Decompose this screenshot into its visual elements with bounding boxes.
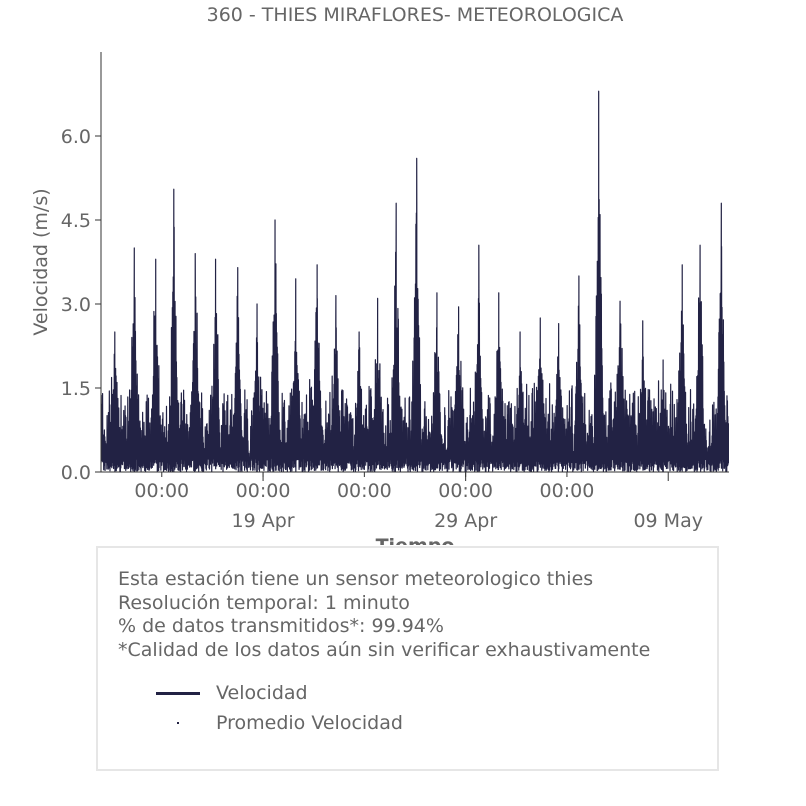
series-line-velocidad xyxy=(101,90,729,472)
x-minor-tick-label: 00:00 xyxy=(134,480,189,502)
legend-item-velocidad: Velocidad xyxy=(156,681,308,705)
info-line: Esta estación tiene un sensor meteorolog… xyxy=(118,568,594,590)
info-box: Esta estación tiene un sensor meteorolog… xyxy=(96,546,719,771)
y-tick-label: 3.0 xyxy=(61,294,91,316)
info-line: Resolución temporal: 1 minuto xyxy=(118,591,410,614)
info-line: *Calidad de los datos aún sin verificar … xyxy=(118,638,651,661)
x-minor-tick-label: 00:00 xyxy=(236,480,291,502)
x-minor-tick-label: 00:00 xyxy=(337,480,392,502)
x-major-tick-label: 29 Apr xyxy=(434,510,497,532)
x-major-tick-label: 19 Apr xyxy=(232,510,295,532)
legend-label: Velocidad xyxy=(216,682,308,704)
wind-speed-chart: 360 - THIES MIRAFLORES- METEOROLOGICA 0.… xyxy=(30,4,729,545)
y-tick-label: 4.5 xyxy=(61,210,91,232)
x-minor-tick-label: 00:00 xyxy=(438,480,493,502)
x-axis-label: Tiempo xyxy=(376,535,455,545)
y-tick-label: 0.0 xyxy=(61,462,91,484)
legend-dot-swatch xyxy=(156,711,200,735)
chart-title: 360 - THIES MIRAFLORES- METEOROLOGICA xyxy=(207,4,624,26)
info-text: Esta estación tiene un sensor meteorolog… xyxy=(118,568,650,662)
legend-line-swatch xyxy=(156,681,200,705)
y-tick-label: 1.5 xyxy=(61,378,91,400)
info-line: % de datos transmitidos*: 99.94% xyxy=(118,615,444,637)
y-tick-label: 6.0 xyxy=(61,126,91,148)
legend-item-promedio-velocidad: Promedio Velocidad xyxy=(156,711,403,735)
legend-label: Promedio Velocidad xyxy=(216,712,403,734)
x-major-tick-label: 09 May xyxy=(633,510,703,532)
x-minor-tick-label: 00:00 xyxy=(540,480,595,502)
y-axis-label: Velocidad (m/s) xyxy=(30,188,52,335)
